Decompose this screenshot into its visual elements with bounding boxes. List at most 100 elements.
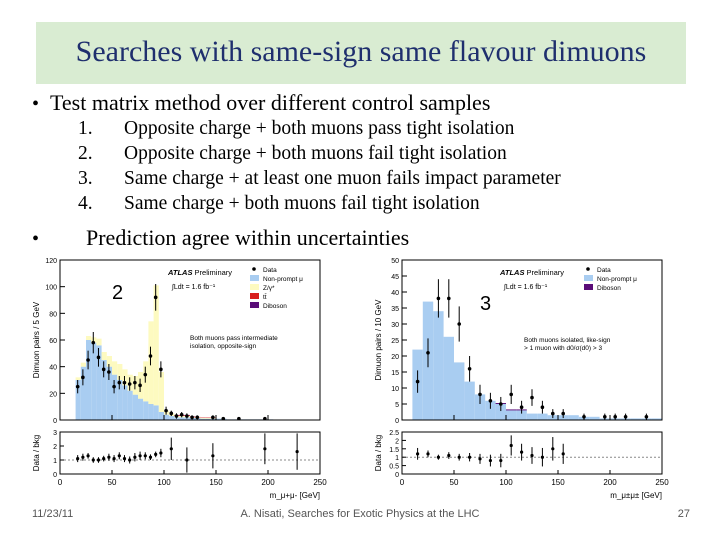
data-point [488,399,493,403]
panel-number: 2 [112,282,123,304]
ratio-tick-label: 1 [53,458,57,465]
legend-label: Data [597,267,611,274]
data-point [447,296,451,301]
ratio-point [169,447,173,451]
plot-annotation: Both muons isolated, like-sign > 1 muon w… [524,337,611,352]
ratio-point [211,454,215,458]
ratio-point [509,443,513,448]
data-point [169,411,174,416]
list-item: 4. Same charge + both muons fail tight is… [78,191,561,216]
histogram-bar [464,381,475,420]
legend-swatch [584,275,593,281]
ratio-axis-label: Data / bkg [32,435,41,471]
histogram-bar [101,360,107,420]
histogram-bar [526,413,538,420]
data-point [509,392,513,397]
ratio-tick-label: 1 [395,455,399,462]
x-tick-label: 0 [400,478,405,487]
data-point [159,367,163,372]
data-point [467,367,472,371]
ratio-frame [401,431,663,475]
data-point [426,351,430,355]
histogram-bar [179,416,185,418]
data-point [561,411,565,416]
y-axis-label: Dimuon pairs / 5 GeV [32,301,41,378]
data-point [101,367,106,372]
histogram-bar [485,400,496,420]
ratio-point [468,455,472,459]
histogram-bar [132,376,138,395]
numbered-list: 1. Opposite charge + both muons pass tigh… [78,116,561,216]
title-box: Searches with same-sign same flavour dim… [36,22,686,84]
data-point [122,380,127,385]
legend-swatch [250,293,259,299]
data-point [190,415,194,420]
histogram-bar [158,412,164,420]
list-text: Opposite charge + both muons fail tight … [124,143,507,164]
y-tick-label: 45 [391,274,399,281]
histogram-bar [630,418,642,420]
data-point [91,340,96,345]
legend-label: Diboson [597,285,621,292]
ratio-point [159,451,163,455]
bullet-2: • Prediction agree within uncertainties [32,225,409,251]
y-tick-label: 20 [49,391,57,398]
x-tick-label: 150 [551,478,565,487]
ratio-point [128,458,132,462]
histogram-bar [174,417,180,420]
legend-label: Data [263,267,277,274]
list-item: 3. Same charge + at least one muon fails … [78,166,561,191]
luminosity-label: ∫Ldt = 1.6 fb⁻¹ [171,284,216,291]
data-point [185,414,189,418]
ratio-point [416,452,420,456]
ratio-point [102,457,106,461]
data-point [623,415,628,419]
ratio-tick-label: 1.5 [389,447,399,454]
histogram-bar [153,405,159,420]
histogram-bar [169,416,175,420]
atlas-label: ATLAS Preliminary [499,268,564,277]
legend-swatch [584,284,593,290]
histogram-bar [132,394,138,420]
y-tick-label: 15 [391,370,399,377]
histogram-bar [143,361,149,402]
ratio-point [117,454,121,458]
ratio-frame [59,431,321,475]
y-tick-label: 25 [391,338,399,345]
y-tick-label: 20 [391,354,399,361]
histogram-bar [86,340,92,420]
histogram-bar [210,418,216,420]
histogram-bar [205,418,211,419]
ratio-point [107,455,111,459]
y-tick-label: 10 [391,386,399,393]
histogram-bar [651,418,662,420]
x-tick-label: 100 [499,478,513,487]
ratio-tick-label: 2.5 [389,430,399,437]
ratio-point [447,453,451,458]
y-tick-label: 30 [391,322,399,329]
histogram-bar [122,385,128,420]
ratio-point [96,458,101,462]
y-tick-label: 40 [49,365,57,372]
data-point [127,382,132,386]
footer-page-number: 27 [677,508,690,520]
histogram-bar [117,380,123,420]
histogram-bar [112,374,118,420]
data-point [86,358,90,362]
data-point [96,355,101,360]
data-point [436,296,441,301]
y-tick-label: 60 [49,338,57,345]
histogram-bar [106,366,112,420]
x-axis-label: m_μ±μ± [GeV] [610,491,662,500]
list-text: Same charge + both muons fail tight isol… [124,193,480,214]
ratio-tick-label: 3 [53,430,57,437]
data-point [133,380,137,385]
x-tick-label: 250 [313,478,327,487]
y-tick-label: 50 [391,258,399,265]
legend-data-marker [252,267,256,271]
histogram-bar [75,380,81,420]
histogram-bar [537,413,548,420]
data-point [81,375,85,380]
data-point [221,416,226,421]
